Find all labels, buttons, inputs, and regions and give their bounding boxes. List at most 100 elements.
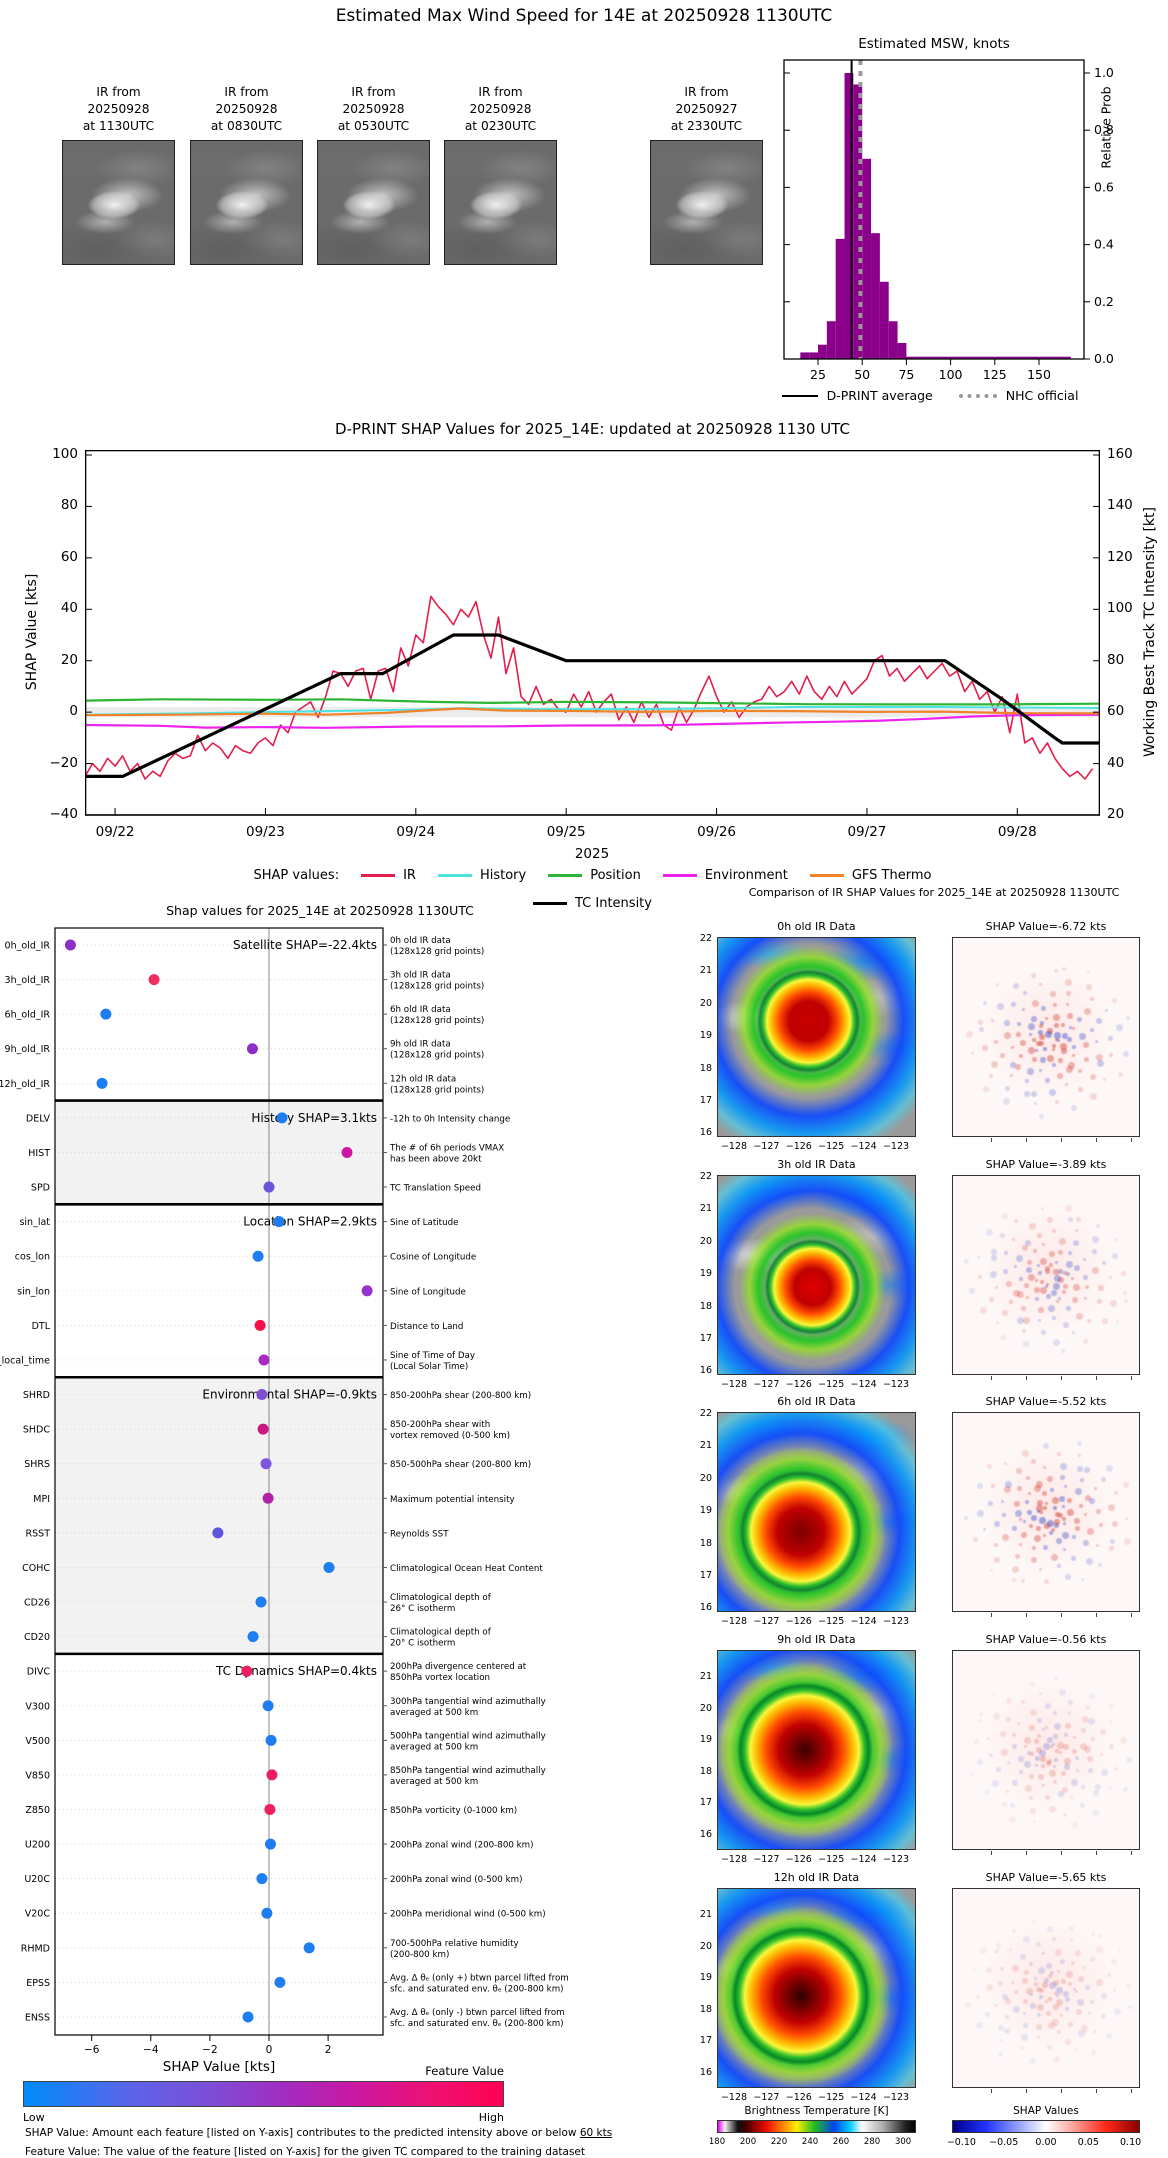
speckle: [1023, 1341, 1029, 1347]
ir-data-image: [717, 1650, 916, 1850]
speckle: [1062, 1290, 1066, 1294]
feature-label: HIST: [28, 1148, 50, 1159]
histogram-bar: [835, 238, 845, 359]
legend-label: TC Intensity: [575, 896, 652, 911]
y-tick-label: 0.4: [1094, 237, 1114, 252]
speckle: [1102, 1318, 1108, 1324]
feature-description: 9h old IR data: [390, 1040, 451, 1050]
feature-label: U200: [25, 1840, 50, 1851]
ir-thumb-label-line: at 0530UTC: [337, 118, 410, 133]
ir-data-image: [717, 1175, 916, 1375]
speckle: [1061, 1349, 1065, 1353]
shap-timeseries-chart: 09/22 09/23 09/24 09/25 09/26 09/27 09/28 2025: [85, 450, 1100, 862]
speckle: [1080, 1478, 1084, 1482]
y-tick-label: 0.0: [1094, 351, 1114, 366]
speckle: [1021, 2034, 1028, 2041]
group-header: Environmental SHAP=-0.9kts: [202, 1388, 377, 1402]
speckle: [1031, 1515, 1037, 1521]
speckle: [1011, 1002, 1016, 1007]
speckle: [1014, 1990, 1018, 1994]
speckle: [991, 1019, 994, 1022]
speckle: [996, 1767, 1001, 1772]
speckle: [1054, 1032, 1061, 1039]
speckle: [1004, 1462, 1007, 1465]
speckle: [1045, 1269, 1050, 1274]
speckle: [1039, 1114, 1044, 1119]
speckle: [1046, 1963, 1052, 1969]
feature-label: COHC: [22, 1563, 50, 1574]
speckle: [980, 1307, 987, 1314]
speckle: [1039, 1988, 1044, 1993]
speckle: [1100, 1753, 1103, 1756]
speckle: [1037, 2004, 1044, 2011]
group-header: TC Dynamics SHAP=0.4kts: [215, 1664, 377, 1678]
x-tick-label: 09/23: [246, 824, 285, 840]
legend-item-environment: Environment: [662, 868, 788, 883]
speckle: [1045, 1726, 1048, 1729]
group-header: History SHAP=3.1kts: [251, 1111, 377, 1125]
speckle: [1024, 1091, 1030, 1097]
lat-tick-label: 22: [699, 1171, 712, 1182]
speckle: [1012, 1578, 1016, 1582]
speckle: [1116, 1024, 1123, 1031]
speckle: [1095, 1040, 1098, 1043]
speckle: [1055, 1512, 1060, 1517]
speckle: [1046, 2011, 1051, 2016]
lat-tick-label: 18: [699, 1301, 712, 1312]
shap-dot-V20C: [261, 1907, 273, 1919]
speckle: [1077, 1466, 1083, 1472]
speckle: [1003, 1269, 1008, 1274]
speckle: [1066, 991, 1071, 996]
lon-tick-label: −128: [720, 2092, 748, 2103]
x-tick-label: 2: [325, 2044, 332, 2056]
feature-value-colorbar-title: Feature Value: [425, 2064, 504, 2078]
speckle: [1021, 1579, 1025, 1583]
speckle: [1024, 1970, 1029, 1975]
speckle: [994, 1040, 998, 1044]
speckle: [1063, 1322, 1069, 1328]
speckle: [1053, 1269, 1059, 1275]
speckle: [1108, 1036, 1113, 1041]
speckle: [1043, 1545, 1048, 1550]
speckle: [1097, 1060, 1104, 1067]
speckle: [1050, 991, 1056, 997]
shap-row-title: SHAP Value=-6.72 kts: [985, 920, 1107, 933]
legend-item-position: Position: [548, 868, 641, 883]
histogram-bar: [897, 342, 907, 359]
speckle: [1109, 1720, 1112, 1723]
histogram-bar: [800, 352, 810, 359]
speckle: [1032, 1000, 1039, 1007]
speckle: [1065, 1205, 1072, 1212]
lat-tick-label: 18: [699, 2004, 712, 2015]
ir-satellite-image: [650, 140, 763, 266]
ir-thumb-label-line: 20250927: [675, 101, 738, 116]
speckle: [1063, 1991, 1069, 1997]
speckle: [1019, 1277, 1023, 1281]
y-tick-label: 80: [60, 497, 78, 514]
shap-dot-U200: [264, 1838, 276, 1850]
feature-description: 700-500hPa relative humidity: [390, 1939, 519, 1949]
speckle: [1118, 1072, 1123, 1077]
speckle: [1027, 1751, 1031, 1755]
speckle: [1110, 1300, 1117, 1307]
lon-tick-label: −126: [785, 1379, 812, 1390]
speckle: [1009, 1300, 1013, 1304]
y-tick-label: 0.6: [1094, 179, 1114, 194]
speckle: [1026, 1296, 1029, 1299]
feature-label: V850: [25, 1770, 50, 1781]
speckle: [1040, 1280, 1044, 1284]
speckle: [1076, 2009, 1082, 2015]
speckle: [1030, 1682, 1035, 1687]
feature-label: Z850: [25, 1805, 50, 1816]
shap-cbar-tick-label: −0.05: [989, 2137, 1019, 2148]
speckle: [1037, 1510, 1040, 1513]
speckle: [1098, 1285, 1104, 1291]
speckle: [1081, 1785, 1085, 1789]
legend-label: GFS Thermo: [851, 868, 932, 883]
speckle: [1071, 1779, 1078, 1786]
speckle: [1085, 1985, 1090, 1990]
speckle: [1105, 1009, 1108, 1012]
feature-description: (128x128 grid points): [390, 1051, 484, 1061]
speckle: [978, 1275, 982, 1279]
speckle: [1064, 1764, 1070, 1770]
